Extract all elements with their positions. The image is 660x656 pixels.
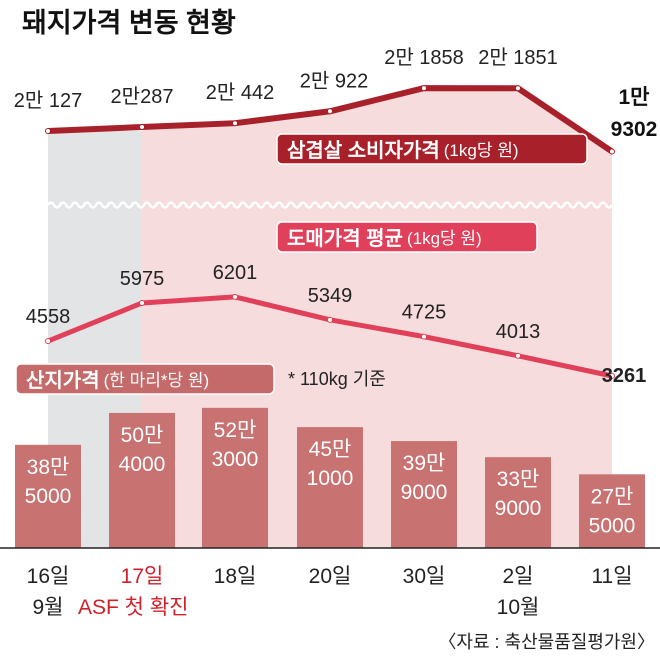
wholesale-price-point: [515, 352, 521, 359]
wholesale-price-point: [139, 299, 145, 306]
wholesale-price-label: 6201: [213, 262, 258, 284]
farm-price-bar: [579, 474, 645, 548]
wholesale-price-legend-box: [276, 221, 538, 253]
x-tick-label: 11일: [591, 565, 632, 588]
farm-price-bar-label: 45만: [309, 438, 352, 461]
wholesale-price-label: 4013: [496, 321, 541, 343]
x-tick-label: 30일: [403, 565, 446, 588]
farm-price-bar-label: 38만: [27, 456, 70, 479]
wholesale-price-legend-unit: (1kg당 원): [407, 229, 482, 248]
consumer-price-label: 2만287: [111, 85, 174, 108]
x-tick-label: 20일: [309, 565, 352, 588]
farm-price-legend-label: 산지가격: [26, 369, 100, 392]
farm-price-bar: [109, 412, 175, 548]
farm-price-bar-label: 9000: [401, 481, 448, 504]
month-label: 9월: [33, 596, 64, 619]
wholesale-price-label: 4558: [26, 306, 71, 328]
consumer-price-legend-label: 삼겹살 소비자가격: [287, 139, 440, 162]
consumer-price-point: [421, 85, 427, 92]
asf-annotation: ASF 첫 확진: [78, 596, 188, 619]
farm-price-legend-unit: (한 마리*당 원): [104, 371, 210, 390]
wholesale-price-label: 5349: [308, 285, 353, 307]
consumer-price-label: 2만 1858: [384, 46, 464, 69]
x-tick-label: 16일: [27, 565, 70, 588]
consumer-price-point: [139, 124, 145, 131]
footnote: * 110kg 기준: [288, 369, 386, 389]
axis-break-wave: [46, 201, 614, 209]
x-tick-label: 17일: [121, 565, 164, 588]
farm-price-legend-box: [15, 363, 275, 395]
wholesale-price-point: [421, 333, 427, 340]
x-tick-label: 2일: [503, 565, 534, 588]
farm-price-bar: [297, 427, 363, 548]
wholesale-price-label: 5975: [120, 268, 165, 290]
consumer-price-point: [45, 128, 51, 134]
wholesale-price-point: [45, 338, 51, 345]
consumer-price-legend-box: [276, 133, 588, 165]
farm-price-bar-label: 3000: [212, 448, 259, 471]
farm-price-bar-label: 33만: [497, 468, 540, 491]
month-label: 10월: [497, 596, 540, 619]
wholesale-price-label: 4725: [402, 302, 447, 324]
wholesale-price-label: 3261: [602, 365, 647, 387]
farm-price-bar: [15, 444, 81, 548]
wholesale-price-legend-label: 도매가격 평균: [287, 227, 403, 250]
wholesale-price-point: [232, 293, 238, 300]
farm-price-bar-label: 9000: [495, 497, 542, 520]
farm-price-bar-label: 39만: [403, 452, 446, 475]
consumer-price-point: [609, 148, 615, 155]
consumer-price-label: 2만 922: [300, 69, 368, 92]
consumer-price-label: 9302: [611, 118, 658, 141]
farm-price-bar-label: 4000: [119, 453, 166, 476]
farm-price-bar-label: 52만: [214, 419, 257, 442]
farm-price-bar-label: 1000: [307, 467, 354, 490]
consumer-price-label: 1만: [619, 86, 650, 109]
consumer-price-label: 2만 127: [14, 89, 82, 112]
consumer-price-point: [232, 120, 238, 127]
x-tick-label: 18일: [214, 565, 257, 588]
consumer-price-point: [327, 108, 333, 115]
farm-price-bar: [391, 441, 457, 548]
farm-price-bar-label: 50만: [121, 424, 164, 447]
wholesale-price-point: [327, 316, 333, 323]
farm-price-bar-label: 5000: [589, 514, 636, 537]
consumer-price-label: 2만 1851: [478, 46, 558, 69]
farm-price-bar-label: 5000: [25, 485, 72, 508]
source-label: 〈자료 : 축산물품질평가원〉: [438, 632, 655, 652]
consumer-price-label: 2만 442: [206, 81, 274, 104]
farm-price-bar-label: 27만: [591, 485, 634, 508]
consumer-price-legend-unit: (1kg당 원): [444, 141, 519, 160]
chart-title: 돼지가격 변동 현황: [22, 8, 236, 38]
consumer-price-point: [515, 85, 521, 92]
wholesale-price-point: [609, 373, 615, 379]
farm-price-bar: [202, 407, 268, 548]
farm-price-bar: [485, 457, 551, 548]
